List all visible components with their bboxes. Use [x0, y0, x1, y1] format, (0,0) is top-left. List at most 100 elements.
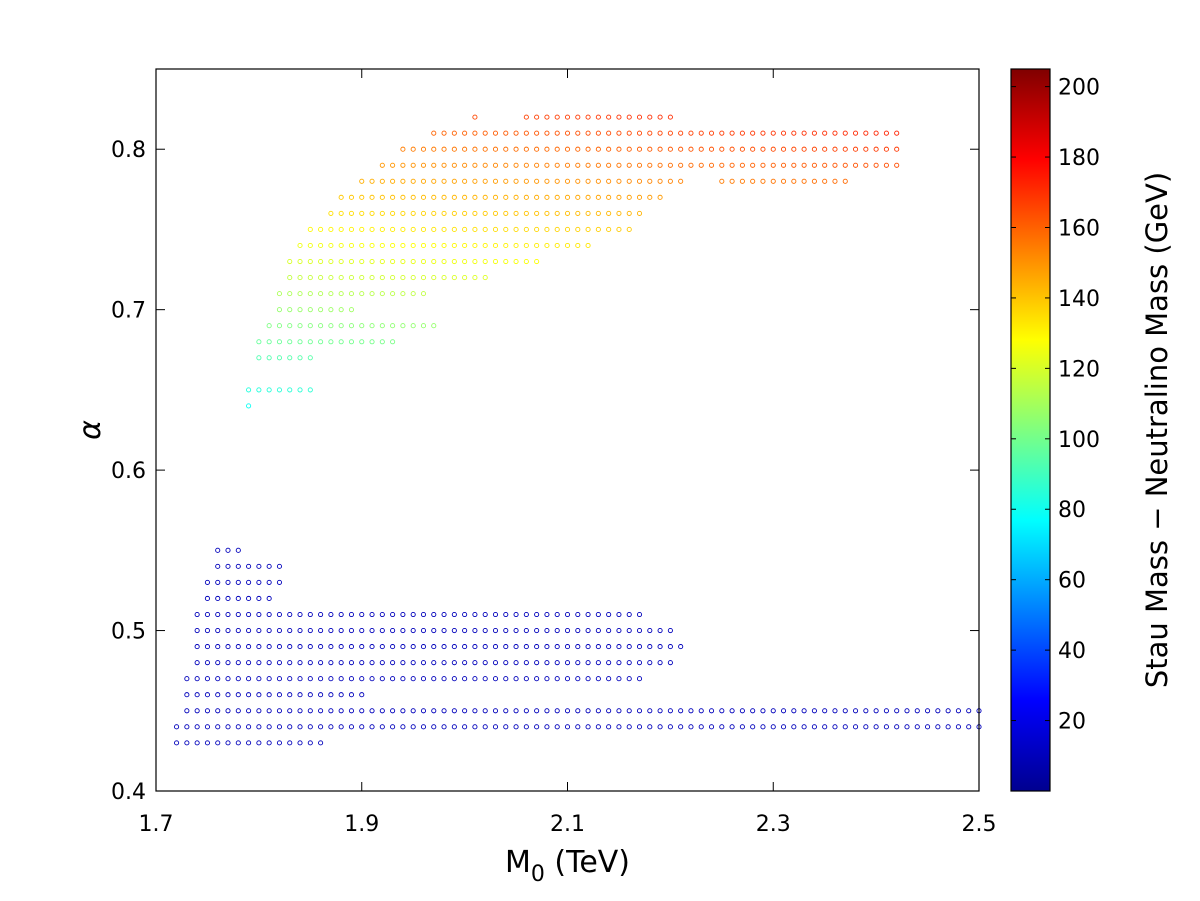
data-point — [348, 323, 355, 329]
data-point — [297, 708, 303, 714]
data-point — [636, 210, 643, 216]
data-point — [184, 708, 190, 714]
data-point — [688, 130, 694, 136]
data-point — [575, 611, 581, 618]
data-point — [863, 708, 869, 714]
data-point — [420, 146, 427, 152]
data-point — [420, 660, 427, 666]
data-point — [390, 611, 396, 618]
data-point — [318, 660, 324, 666]
data-point — [585, 178, 591, 184]
data-point — [369, 339, 375, 345]
data-point — [482, 226, 488, 232]
data-point — [523, 644, 529, 650]
data-point — [451, 644, 457, 650]
data-point — [287, 628, 293, 634]
data-point — [492, 146, 499, 152]
data-point — [462, 275, 468, 281]
data-point — [811, 724, 817, 730]
data-point — [215, 563, 221, 569]
data-point — [616, 676, 622, 682]
data-point — [276, 291, 283, 297]
data-point — [482, 660, 488, 666]
data-point — [616, 130, 622, 136]
data-point — [492, 724, 499, 730]
data-point — [770, 708, 776, 714]
data-point — [667, 162, 673, 168]
data-point — [955, 724, 961, 730]
data-point — [873, 146, 879, 152]
data-point — [462, 162, 468, 168]
data-point — [791, 146, 797, 152]
data-point — [482, 708, 488, 714]
data-point — [379, 194, 385, 200]
data-point — [184, 676, 190, 682]
data-point — [544, 724, 550, 730]
data-point — [379, 644, 385, 650]
data-point — [606, 611, 612, 618]
data-point — [544, 130, 550, 136]
data-point — [472, 178, 478, 184]
data-point — [318, 307, 324, 313]
data-point — [174, 740, 180, 746]
plot-frame — [155, 68, 980, 792]
data-point — [420, 210, 427, 216]
data-point — [842, 162, 848, 168]
data-point — [482, 275, 488, 281]
data-point — [770, 178, 776, 184]
data-point — [482, 146, 488, 152]
data-point — [328, 692, 334, 698]
data-point — [904, 708, 910, 714]
data-point — [595, 130, 601, 136]
data-point — [801, 162, 807, 168]
data-point — [246, 628, 252, 634]
data-point — [482, 676, 488, 682]
data-point — [359, 339, 365, 345]
data-point — [462, 210, 468, 216]
data-point — [410, 146, 416, 152]
data-point — [492, 676, 499, 682]
data-point — [492, 210, 499, 216]
data-point — [472, 162, 478, 168]
data-point — [204, 724, 210, 730]
data-point — [822, 162, 828, 168]
data-point — [256, 692, 262, 698]
data-point — [451, 194, 457, 200]
data-point — [369, 611, 375, 618]
data-point — [616, 162, 622, 168]
data-point — [760, 178, 766, 184]
data-point — [276, 387, 283, 393]
data-point — [636, 146, 643, 152]
data-point — [873, 724, 879, 730]
data-point — [801, 146, 807, 152]
data-point — [832, 708, 838, 714]
data-point — [544, 644, 550, 650]
data-point — [328, 291, 334, 297]
data-point — [935, 708, 941, 714]
data-point — [256, 579, 262, 585]
y-axis-ticks: 0.4 0.5 0.6 0.7 0.8 — [111, 138, 979, 805]
data-point — [276, 628, 283, 634]
data-point — [390, 644, 396, 650]
data-point — [328, 708, 334, 714]
data-point — [564, 226, 571, 232]
data-point — [431, 628, 437, 634]
data-point — [472, 676, 478, 682]
y-tick-label: 0.7 — [111, 299, 146, 324]
data-point — [842, 724, 848, 730]
data-point — [379, 291, 385, 297]
data-point — [595, 194, 601, 200]
data-point — [791, 162, 797, 168]
data-point — [297, 242, 303, 249]
colorbar-tick-label: 80 — [1058, 498, 1086, 523]
data-point — [451, 660, 457, 666]
data-point — [739, 724, 745, 730]
data-point — [616, 194, 622, 200]
data-point — [636, 644, 643, 650]
data-point — [256, 339, 262, 345]
data-point — [276, 708, 283, 714]
colorbar-title: Stau Mass − Neutralino Mass (GeV) — [1140, 172, 1174, 688]
data-point — [194, 660, 200, 666]
data-point — [328, 226, 334, 232]
data-point — [215, 628, 221, 634]
